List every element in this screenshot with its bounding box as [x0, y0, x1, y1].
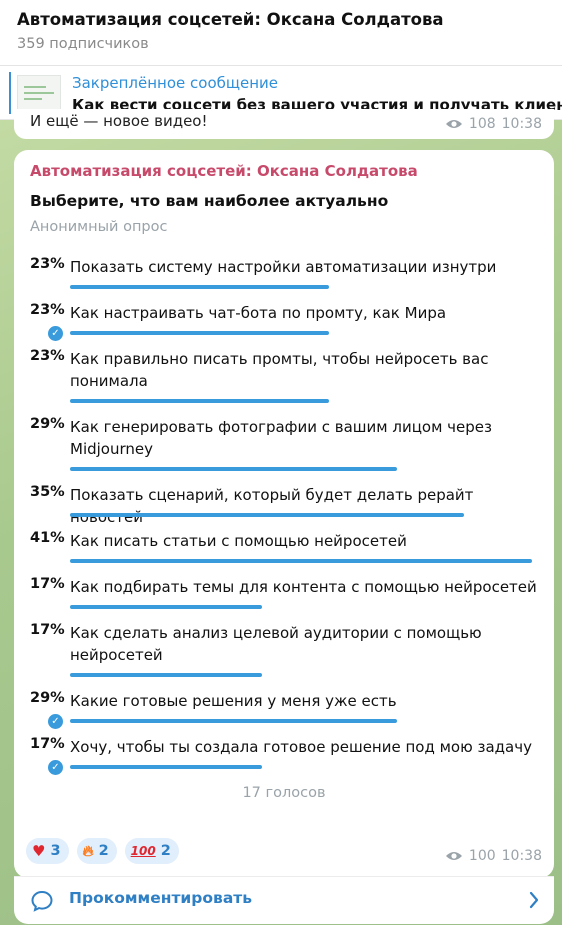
poll-option[interactable]: 23% Как правильно писать промты, чтобы не… — [30, 348, 540, 404]
poll-option-bar — [70, 673, 262, 677]
previous-time: 10:38 — [501, 116, 542, 132]
message-time: 10:38 — [501, 848, 542, 864]
poll-option[interactable]: 29% Какие готовые решения у меня уже есть… — [30, 690, 540, 729]
poll-option-percent: 23% — [30, 302, 65, 318]
comment-icon — [31, 890, 53, 912]
poll-option[interactable]: 17% Хочу, чтобы ты создала готовое решени… — [30, 736, 540, 775]
hundred-points-emoji-icon: 100 — [130, 843, 156, 858]
poll-option-bar — [70, 513, 464, 517]
chat-header[interactable]: Автоматизация соцсетей: Оксана Солдатова… — [0, 0, 562, 66]
reaction-fire[interactable]: 🔥︎ 2 — [76, 838, 117, 864]
poll-option-text: Показать систему настройки автоматизации… — [70, 258, 497, 276]
poll-option-text: Как настраивать чат-бота по промту, как … — [70, 304, 447, 322]
poll-option-percent: 23% — [30, 348, 65, 364]
poll-option-bar — [70, 399, 329, 403]
previous-message-meta: 108 10:38 — [445, 116, 542, 132]
check-icon: ✓ — [48, 714, 63, 729]
check-icon: ✓ — [48, 326, 63, 341]
channel-title: Автоматизация соцсетей: Оксана Солдатова — [17, 10, 444, 29]
poll-option-text: Как писать статьи с помощью нейросетей — [70, 532, 407, 550]
poll-option-text: Как сделать анализ целевой аудитории с п… — [70, 624, 482, 664]
poll-option-text: Хочу, чтобы ты создала готовое решение п… — [70, 738, 532, 756]
poll-option[interactable]: 23% Как настраивать чат-бота по промту, к… — [30, 302, 540, 341]
heart-emoji-icon: ♥ — [32, 841, 46, 860]
poll-option-percent: 29% — [30, 416, 65, 432]
poll-option[interactable]: 29% Как генерировать фотографии с вашим л… — [30, 416, 540, 472]
poll-option[interactable]: 23% Показать систему настройки автоматиза… — [30, 256, 540, 290]
reaction-count: 2 — [98, 843, 109, 859]
poll-option-bar — [70, 331, 329, 335]
reactions: ♥ 3 🔥︎ 2 100 2 — [26, 838, 179, 864]
chevron-right-icon — [529, 891, 539, 909]
pinned-indicator — [9, 72, 11, 114]
poll-votes[interactable]: 17 голосов — [242, 785, 326, 801]
poll-question: Выберите, что вам наиболее актуально — [30, 192, 389, 210]
poll-option[interactable]: 17% Как подбирать темы для контента с пом… — [30, 576, 540, 610]
poll-option-bar — [70, 605, 262, 609]
reaction-hundred[interactable]: 100 2 — [124, 838, 179, 864]
poll-channel-name[interactable]: Автоматизация соцсетей: Оксана Солдатова — [30, 162, 418, 180]
poll-option-bar — [70, 719, 397, 723]
poll-option[interactable]: 41% Как писать статьи с помощью нейросете… — [30, 530, 540, 564]
poll-type: Анонимный опрос — [30, 219, 168, 235]
pinned-title: Закреплённое сообщение — [72, 74, 279, 92]
poll-option[interactable]: 17% Как сделать анализ целевой аудитории … — [30, 622, 540, 678]
poll-option-percent: 17% — [30, 622, 65, 638]
poll-option-percent: 17% — [30, 576, 65, 592]
poll-option-percent: 29% — [30, 690, 65, 706]
comment-label: Прокомментировать — [69, 889, 253, 907]
poll-option-percent: 35% — [30, 484, 65, 500]
poll-option-percent: 17% — [30, 736, 65, 752]
reaction-count: 3 — [50, 843, 61, 859]
poll-option-text: Как генерировать фотографии с вашим лицо… — [70, 418, 492, 458]
poll-option-percent: 23% — [30, 256, 65, 272]
pinned-message-bar[interactable]: Закреплённое сообщение Как вести соцсети… — [0, 66, 562, 120]
poll-option-bar — [70, 765, 262, 769]
poll-option-percent: 41% — [30, 530, 65, 546]
subscriber-count: 359 подписчиков — [17, 36, 149, 52]
poll-option-text: Показать сценарий, который будет делать … — [70, 486, 474, 526]
previous-views: 108 — [468, 116, 496, 132]
reaction-heart[interactable]: ♥ 3 — [26, 838, 69, 864]
previous-message: И ещё — новое видео! 108 10:38 — [14, 109, 554, 139]
comment-button[interactable]: Прокомментировать — [14, 876, 554, 924]
reaction-count: 2 — [160, 843, 171, 859]
poll-option-bar — [70, 285, 329, 289]
poll-option-text: Как правильно писать промты, чтобы нейро… — [70, 350, 489, 390]
view-count: 100 — [468, 848, 496, 864]
poll-message: Автоматизация соцсетей: Оксана Солдатова… — [14, 150, 554, 878]
message-meta: 100 10:38 — [445, 848, 542, 864]
previous-message-text: И ещё — новое видео! — [30, 112, 208, 130]
pinned-thumbnail — [17, 75, 61, 111]
poll-option-text: Какие готовые решения у меня уже есть — [70, 692, 397, 710]
poll-option-bar — [70, 467, 397, 471]
poll-option-bar — [70, 559, 532, 563]
views-icon — [445, 120, 462, 128]
poll-option[interactable]: 35% Показать сценарий, который будет дела… — [30, 484, 540, 526]
views-icon — [445, 852, 462, 860]
poll-option-text: Как подбирать темы для контента с помощь… — [70, 578, 537, 596]
fire-emoji-icon: 🔥︎ — [82, 841, 94, 860]
check-icon: ✓ — [48, 760, 63, 775]
